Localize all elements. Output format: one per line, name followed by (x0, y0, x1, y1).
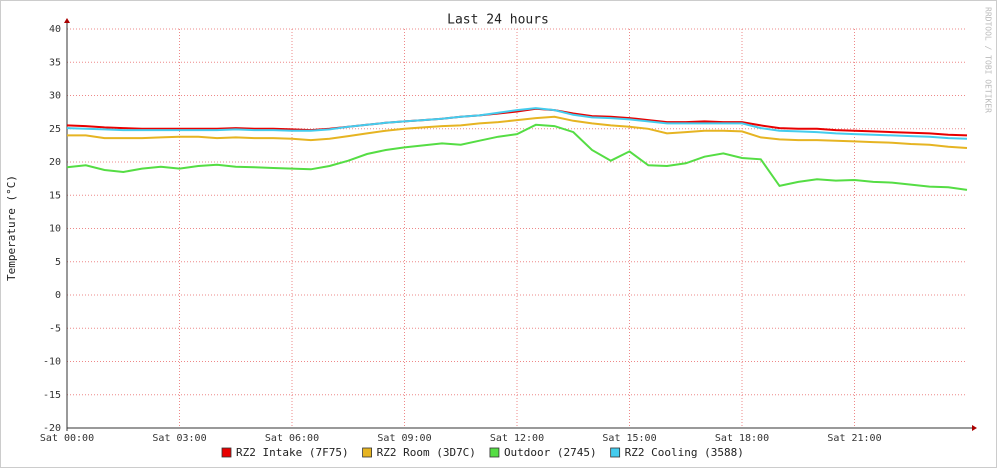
y-tick-label: 40 (49, 24, 61, 35)
x-tick-label: Sat 09:00 (377, 433, 431, 444)
y-axis-label: Temperature (°C) (5, 175, 18, 281)
series-line (66, 107, 968, 140)
x-tick-label: Sat 21:00 (827, 433, 881, 444)
series-line (66, 123, 968, 191)
y-tick-label: 5 (55, 257, 61, 268)
y-tick-label: 15 (49, 190, 61, 201)
y-tick-label: 0 (55, 290, 61, 301)
legend-label: Outdoor (2745) (504, 446, 597, 459)
axis-arrow (64, 18, 70, 23)
chart-title: Last 24 hours (447, 13, 549, 28)
x-tick-label: Sat 06:00 (265, 433, 319, 444)
legend-swatch (221, 447, 232, 458)
axis-arrow (972, 425, 977, 431)
y-tick-label: -20 (43, 423, 61, 434)
y-tick-label: 20 (49, 157, 61, 168)
y-tick-label: 30 (49, 91, 61, 102)
legend-swatch (610, 447, 621, 458)
watermark: RRDTOOL / TOBI OETIKER (984, 7, 993, 113)
x-tick-label: Sat 12:00 (490, 433, 544, 444)
legend-swatch (362, 447, 372, 458)
x-tick-label: Sat 03:00 (152, 433, 206, 444)
series-line (66, 107, 968, 137)
x-tick-label: Sat 18:00 (715, 433, 769, 444)
legend-label: RZ2 Intake (7F75) (236, 446, 349, 459)
legend-label: RZ2 Cooling (3588) (625, 446, 744, 459)
y-tick-label: -10 (43, 357, 61, 368)
series-line (67, 115, 968, 149)
y-tick-label: 35 (49, 57, 61, 68)
y-tick-label: -15 (43, 390, 61, 401)
x-tick-label: Sat 00:00 (40, 433, 94, 444)
y-tick-label: 10 (49, 224, 61, 235)
y-tick-label: -5 (49, 323, 61, 334)
x-tick-label: Sat 15:00 (602, 433, 656, 444)
legend-label: RZ2 Room (3D7C) (377, 446, 476, 459)
y-tick-label: 25 (49, 124, 61, 135)
legend-swatch (489, 447, 500, 458)
